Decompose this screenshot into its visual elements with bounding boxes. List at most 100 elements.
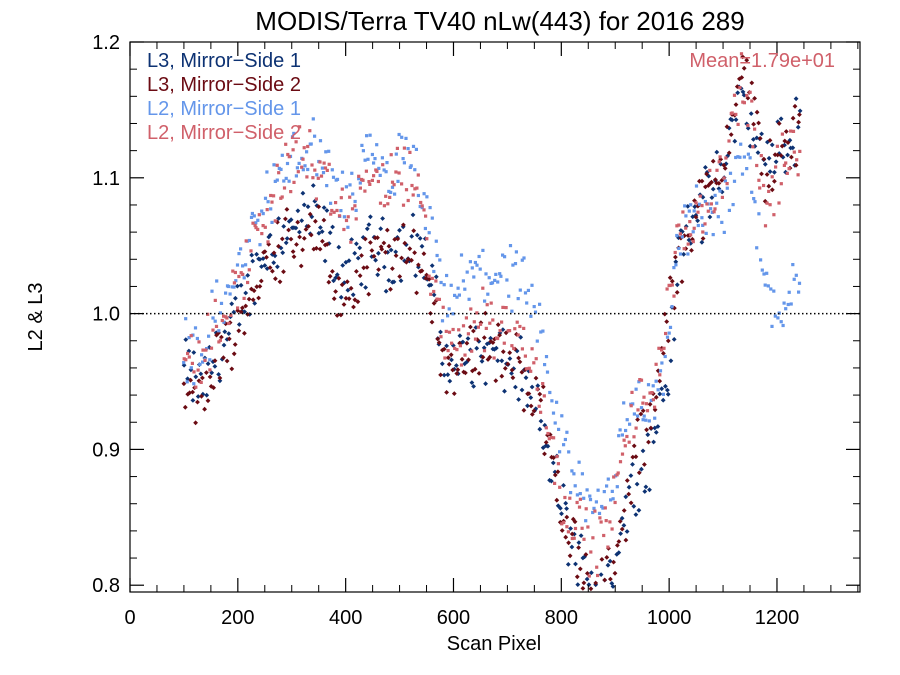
- data-point: [692, 226, 696, 230]
- data-point: [445, 273, 449, 278]
- data-point: [683, 204, 687, 208]
- data-point: [573, 526, 578, 531]
- data-point: [358, 186, 362, 190]
- data-point: [378, 173, 382, 177]
- data-point: [681, 210, 685, 214]
- data-point: [522, 256, 526, 260]
- data-point: [544, 426, 548, 430]
- data-point: [624, 529, 630, 534]
- data-point: [766, 183, 772, 189]
- data-point: [682, 233, 687, 239]
- data-point: [605, 484, 609, 488]
- data-point: [404, 136, 408, 140]
- data-point: [327, 273, 333, 279]
- data-point: [797, 108, 803, 114]
- data-point: [313, 134, 317, 138]
- data-point: [779, 182, 783, 186]
- data-point: [789, 154, 794, 160]
- data-point: [386, 202, 390, 206]
- data-point: [713, 193, 717, 197]
- data-point: [368, 182, 372, 186]
- data-point: [327, 149, 331, 153]
- data-point: [530, 283, 534, 287]
- x-tick-label: 200: [221, 607, 254, 629]
- data-point: [319, 229, 325, 234]
- data-point: [510, 309, 514, 313]
- data-point: [189, 366, 193, 370]
- data-point: [644, 418, 648, 422]
- data-point: [576, 545, 581, 550]
- data-point: [478, 267, 482, 271]
- data-point: [265, 170, 269, 174]
- data-point: [584, 576, 590, 582]
- data-point: [291, 148, 295, 152]
- data-point: [625, 418, 629, 422]
- data-point: [346, 215, 350, 219]
- data-point: [709, 179, 714, 185]
- legend-entry-2: L3, Mirror−Side 2: [147, 74, 301, 96]
- data-point: [707, 214, 713, 220]
- data-point: [459, 363, 464, 367]
- data-point: [357, 273, 363, 279]
- data-point: [582, 496, 586, 500]
- data-point: [423, 276, 429, 281]
- data-point: [411, 193, 415, 197]
- data-point: [537, 426, 543, 432]
- data-point: [402, 258, 407, 264]
- data-point: [440, 319, 445, 323]
- data-point: [427, 274, 431, 278]
- data-point: [345, 287, 351, 293]
- data-point: [354, 269, 359, 274]
- data-point: [704, 231, 708, 235]
- data-point: [582, 537, 586, 541]
- data-point: [640, 408, 646, 414]
- data-point: [184, 317, 188, 321]
- data-point: [402, 161, 406, 165]
- data-point: [266, 241, 272, 247]
- data-point: [455, 348, 459, 352]
- data-point: [596, 488, 600, 492]
- data-point: [479, 322, 483, 326]
- data-point: [375, 235, 380, 241]
- data-point: [561, 483, 566, 488]
- data-point: [638, 411, 644, 417]
- series-1-points: [181, 84, 803, 589]
- data-point: [792, 150, 796, 154]
- data-point: [447, 307, 451, 311]
- data-point: [779, 320, 783, 324]
- data-point: [585, 488, 589, 492]
- data-point: [449, 357, 454, 363]
- data-point: [391, 279, 397, 285]
- data-point: [249, 286, 254, 292]
- data-point: [388, 247, 394, 253]
- data-point: [401, 203, 406, 207]
- data-point: [475, 263, 479, 267]
- data-point: [660, 361, 664, 365]
- data-point: [668, 283, 672, 288]
- data-point: [404, 188, 409, 192]
- data-point: [757, 212, 761, 216]
- data-point: [238, 282, 244, 288]
- data-point: [420, 204, 424, 208]
- data-point: [782, 301, 786, 305]
- data-point: [181, 381, 187, 387]
- data-point: [351, 192, 355, 196]
- data-point: [645, 432, 651, 438]
- data-point: [715, 168, 719, 172]
- data-point: [739, 75, 745, 80]
- data-point: [418, 204, 422, 209]
- data-point: [701, 230, 705, 234]
- data-point: [298, 263, 304, 269]
- data-point: [193, 326, 198, 330]
- data-point: [445, 355, 451, 361]
- data-point: [485, 357, 491, 362]
- data-point: [755, 163, 759, 168]
- data-point: [444, 390, 449, 395]
- data-point: [529, 384, 535, 390]
- data-point: [473, 260, 477, 265]
- data-point: [625, 434, 629, 439]
- data-point: [759, 131, 764, 137]
- data-point: [612, 475, 616, 479]
- data-point: [355, 255, 361, 261]
- data-point: [466, 332, 470, 336]
